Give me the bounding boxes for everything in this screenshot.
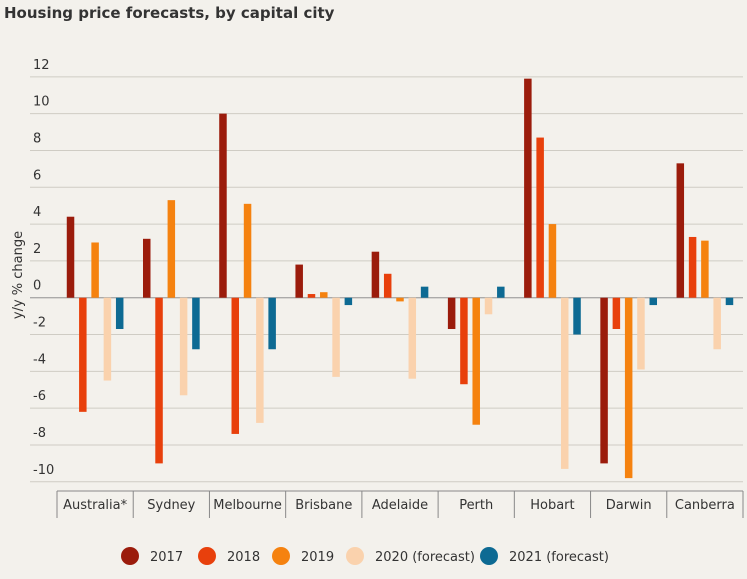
bar <box>295 264 303 298</box>
x-tick-label: Sydney <box>147 498 195 513</box>
bar <box>560 297 569 469</box>
bar <box>713 297 721 350</box>
x-tick-label: Brisbane <box>295 498 352 513</box>
y-tick-label: -6 <box>33 389 46 404</box>
bar <box>115 297 124 330</box>
x-tick-label: Adelaide <box>372 498 428 513</box>
bar <box>268 297 276 350</box>
bar <box>192 297 200 350</box>
x-tick-label: Darwin <box>606 498 652 513</box>
bar <box>573 297 581 335</box>
y-tick-label: 12 <box>33 58 50 73</box>
legend-swatch <box>346 547 364 565</box>
bar <box>396 297 404 302</box>
bar <box>497 286 505 298</box>
bar <box>243 203 252 298</box>
bar <box>420 286 429 298</box>
y-tick-label: 0 <box>33 279 41 294</box>
bar <box>524 78 532 298</box>
bar <box>688 236 697 298</box>
bar <box>624 297 633 479</box>
bar <box>408 297 417 379</box>
y-tick-label: 4 <box>33 205 41 220</box>
bar <box>179 297 188 396</box>
y-tick-label: 6 <box>33 168 41 183</box>
legend-swatch <box>198 547 216 565</box>
legend-swatch <box>121 547 139 565</box>
bar <box>142 238 151 298</box>
legend-label: 2020 (forecast) <box>375 550 475 565</box>
y-tick-label: 10 <box>33 95 50 110</box>
legend-label: 2017 <box>150 550 183 565</box>
y-tick-label: -4 <box>33 352 46 367</box>
chart-title: Housing price forecasts, by capital city <box>4 4 335 22</box>
bar <box>472 297 480 425</box>
legend-swatch <box>480 547 498 565</box>
bar <box>79 297 87 412</box>
bar <box>307 294 316 298</box>
y-tick-label: -10 <box>33 463 54 478</box>
bar <box>649 297 658 306</box>
bar <box>383 273 392 298</box>
x-tick-label: Australia* <box>63 498 128 513</box>
bar <box>155 297 163 464</box>
bar <box>536 137 544 298</box>
bar <box>320 292 328 298</box>
legend-label: 2018 <box>227 550 260 565</box>
bar <box>600 297 608 464</box>
y-tick-label: 2 <box>33 242 41 257</box>
bar <box>701 240 709 298</box>
bar <box>256 297 264 423</box>
x-tick-label: Hobart <box>530 498 574 513</box>
bar <box>219 113 227 298</box>
x-tick-label: Perth <box>459 498 493 513</box>
bar <box>371 251 380 298</box>
x-tick-label: Canberra <box>675 498 735 513</box>
bar <box>231 297 240 434</box>
bar <box>637 297 645 370</box>
bar <box>66 216 75 298</box>
bar <box>447 297 456 330</box>
bar <box>676 163 685 298</box>
y-tick-label: -8 <box>33 426 46 441</box>
bar <box>167 200 176 298</box>
bar <box>725 297 734 306</box>
bar <box>460 297 468 385</box>
bar <box>91 242 99 298</box>
bar <box>548 224 557 298</box>
bar <box>344 297 353 306</box>
bar <box>332 297 340 377</box>
legend-label: 2019 <box>301 550 334 565</box>
y-axis-label: y/y % change <box>11 231 26 319</box>
legend-swatch <box>272 547 290 565</box>
y-tick-label: -2 <box>33 316 46 331</box>
y-tick-label: 8 <box>33 131 41 146</box>
bar <box>103 297 112 381</box>
bar <box>484 297 493 315</box>
bar <box>612 297 621 330</box>
x-tick-label: Melbourne <box>213 498 282 513</box>
legend-label: 2021 (forecast) <box>509 550 609 565</box>
